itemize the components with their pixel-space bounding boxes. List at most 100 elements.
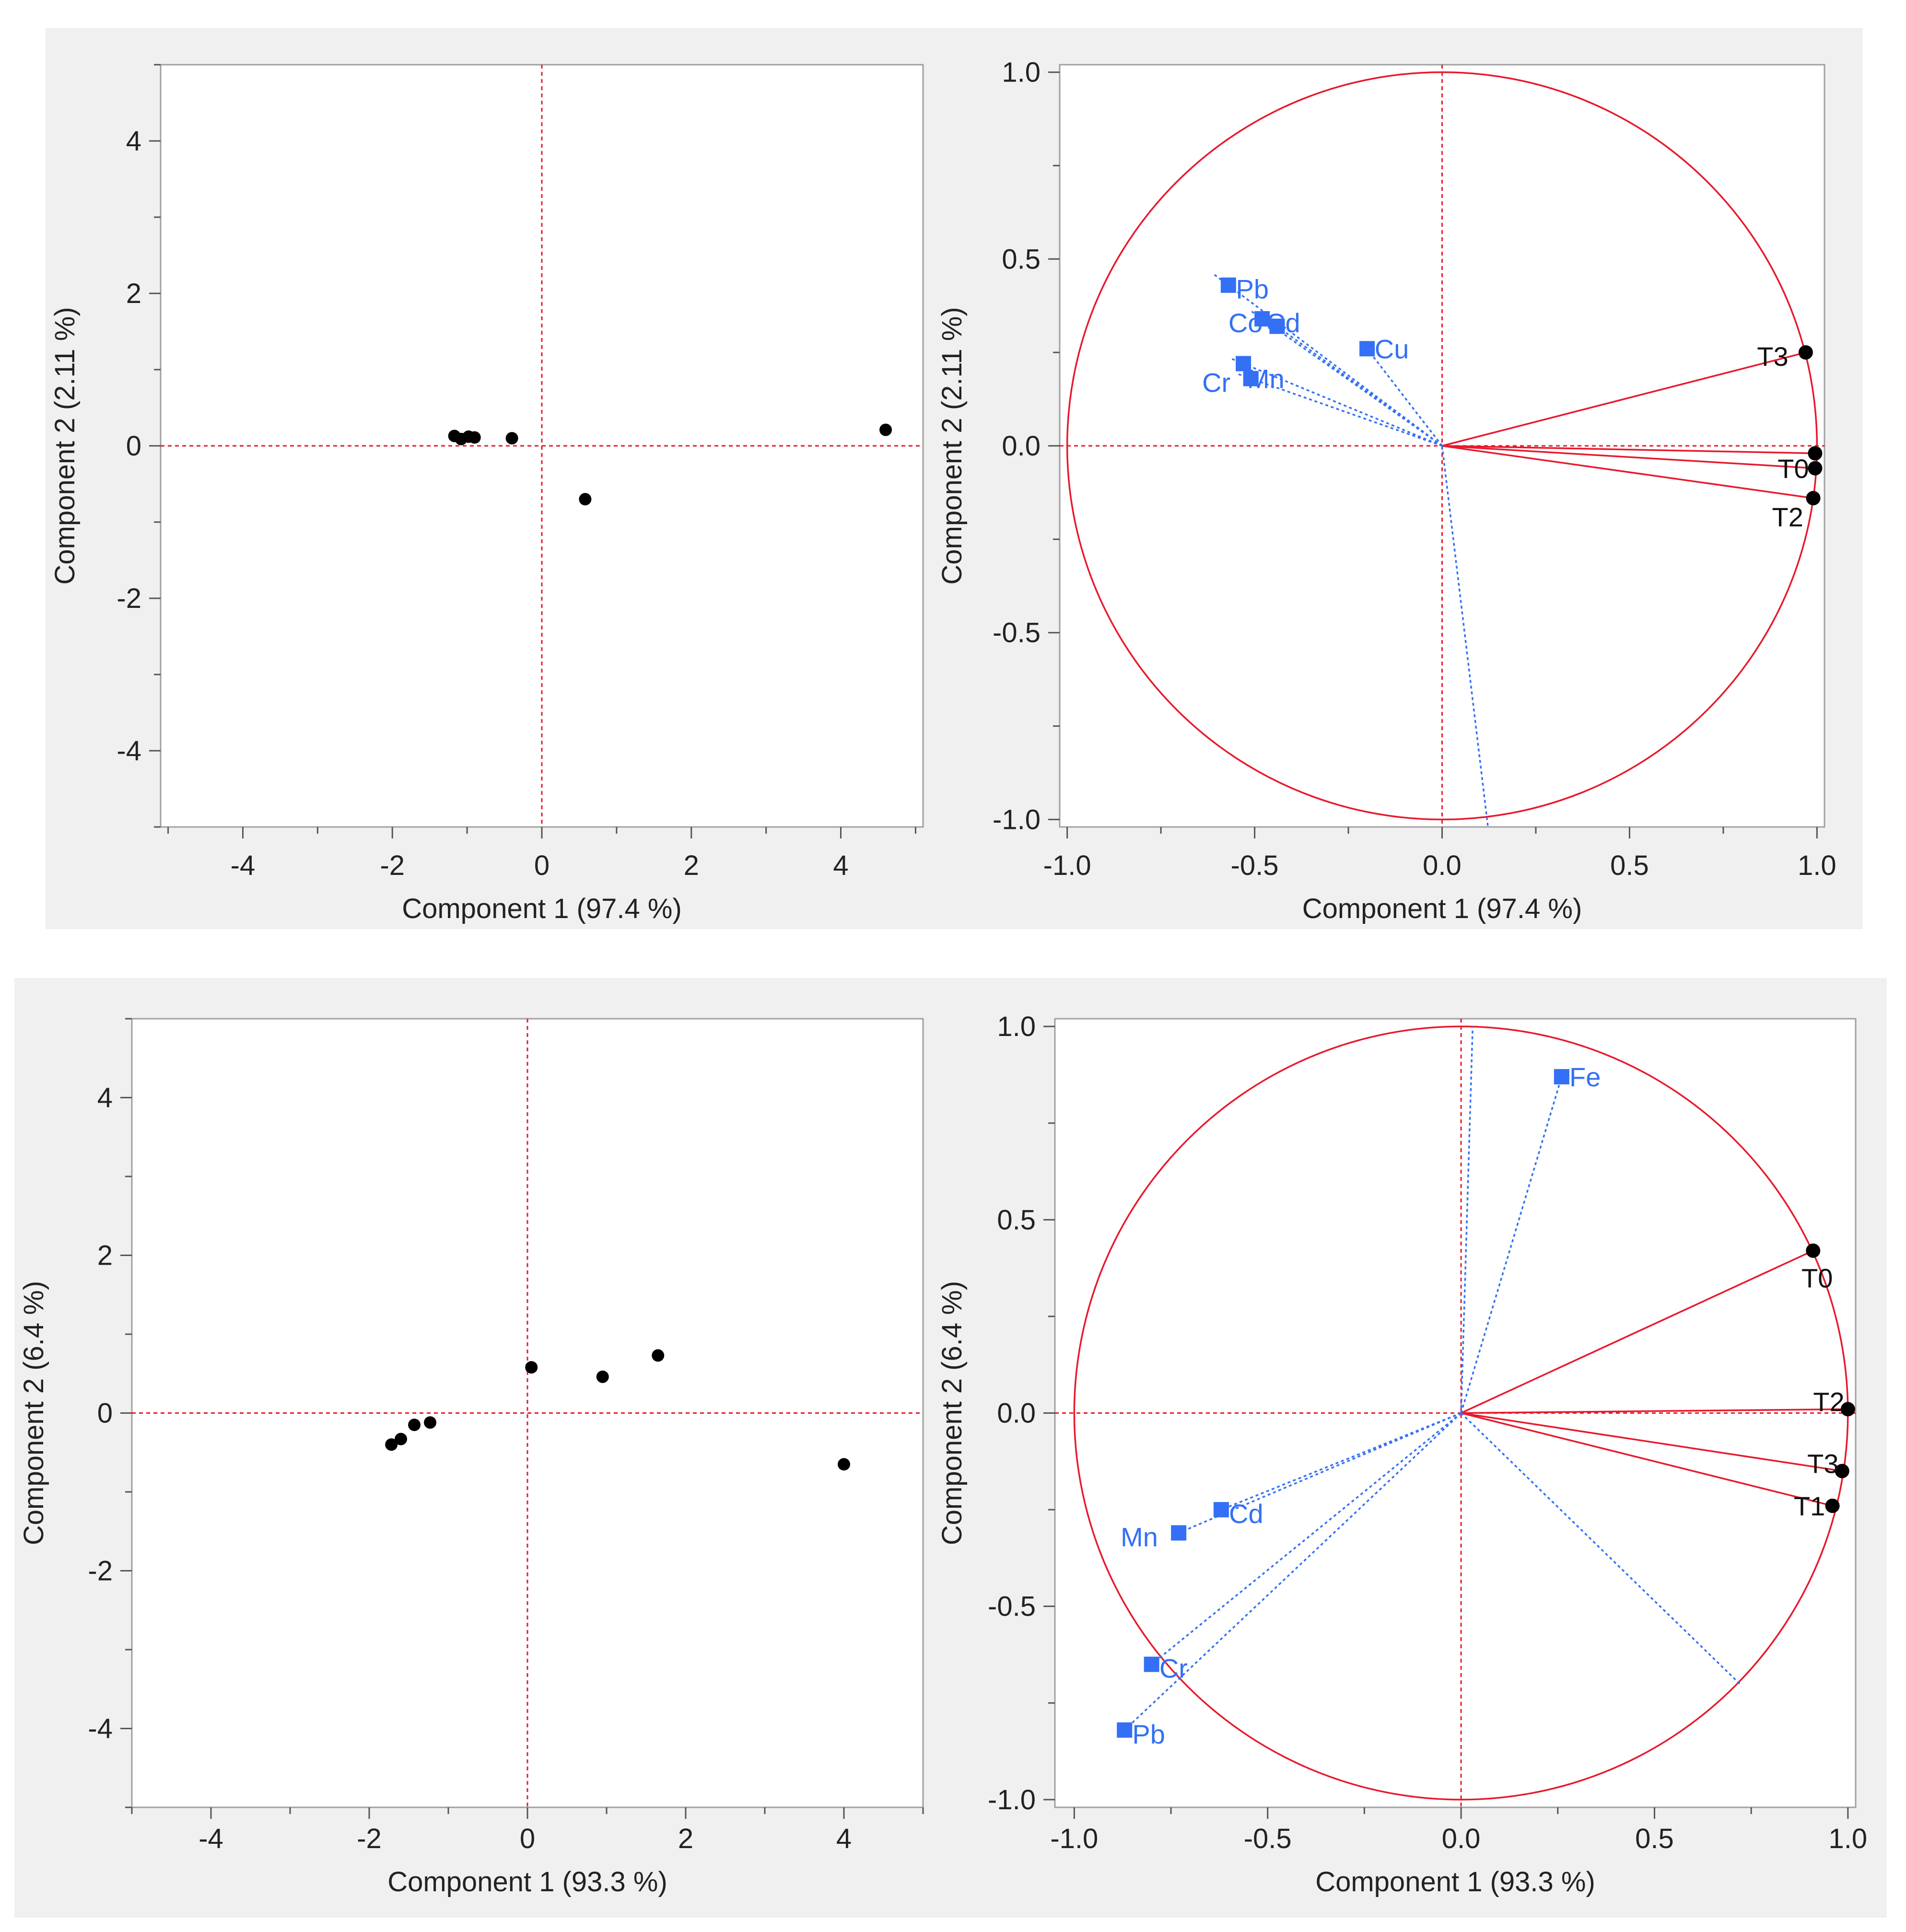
variable-marker — [1359, 341, 1375, 357]
plot-area — [1055, 1019, 1856, 1807]
sample-label: T2 — [1772, 502, 1803, 532]
variable-marker — [1236, 356, 1251, 372]
y-axis-title: Component 2 (6.4 %) — [18, 1281, 49, 1545]
variable-vector — [1229, 357, 1443, 447]
variable-vector — [1460, 1076, 1563, 1414]
x-tick-label: 1.0 — [1829, 1823, 1868, 1854]
x-tick-label: -1.0 — [1043, 850, 1091, 881]
sample-vector — [1442, 445, 1815, 454]
loading-plot-top: -1.0 -0.5 0.0 0.5 1.0 -1.0 -0.5 0.0 0.5 1.0 Compon… — [936, 57, 1836, 924]
sample-vector — [1442, 445, 1813, 499]
score-point — [385, 1438, 398, 1451]
y-tick-label: 1.0 — [997, 1011, 1036, 1042]
x-tick-label: -1.0 — [1050, 1823, 1098, 1854]
score-point — [408, 1419, 421, 1432]
sample-vector — [1442, 445, 1815, 469]
variable-label: Co — [1228, 308, 1263, 338]
variable-label: Fe — [1569, 1062, 1601, 1092]
y-tick-label: 0.0 — [997, 1398, 1036, 1429]
sample-label: T3 — [1757, 341, 1788, 372]
x-tick-label: 0.5 — [1610, 850, 1649, 881]
loading-plot-bottom: -1.0 -0.5 0.0 0.5 1.0 -1.0 -0.5 0.0 0.5 1.0 Compon… — [936, 1011, 1867, 1897]
sample-point — [1840, 1402, 1855, 1417]
variable-label: Cd — [1266, 308, 1300, 338]
variable-marker — [1171, 1525, 1187, 1541]
variable-label: Cr — [1159, 1653, 1188, 1684]
x-tick-label: -4 — [199, 1823, 223, 1854]
variable-label: Mn — [1247, 364, 1285, 394]
y-tick-label: 0 — [97, 1398, 113, 1429]
x-tick-label: 0 — [520, 1823, 535, 1854]
y-axis-title: Component 2 (6.4 %) — [936, 1281, 968, 1545]
sample-point — [1825, 1499, 1840, 1513]
variable-marker — [1117, 1722, 1133, 1738]
sample-vector — [1461, 1412, 1843, 1472]
variable-label: Cd — [1229, 1499, 1263, 1529]
y-tick-label: -2 — [88, 1556, 113, 1587]
x-tick-label: 4 — [836, 1823, 852, 1854]
x-tick-label: 0.5 — [1635, 1823, 1674, 1854]
variable-marker — [1554, 1069, 1569, 1084]
variable-vector — [1237, 373, 1443, 447]
x-axis-title: Component 1 (97.4 %) — [402, 893, 682, 924]
variable-vector — [1249, 309, 1443, 447]
y-tick-label: -0.5 — [988, 1591, 1036, 1622]
score-point — [424, 1416, 437, 1429]
x-tick-label: -0.5 — [1231, 850, 1279, 881]
y-tick-label: 4 — [126, 126, 141, 157]
plot-frame — [1054, 1018, 1857, 1808]
y-tick-label: -2 — [117, 583, 141, 614]
x-axis-title: Component 1 (93.3 %) — [1315, 1866, 1595, 1897]
score-point — [395, 1432, 407, 1445]
x-tick-label: 0 — [534, 850, 550, 881]
x-tick-label: -2 — [357, 1823, 382, 1854]
x-tick-label: 0.0 — [1442, 1823, 1481, 1854]
score-point — [879, 423, 892, 436]
variable-label: Cu — [1375, 334, 1409, 364]
variable-vector — [1460, 1026, 1474, 1413]
x-axis-title: Component 1 (93.3 %) — [387, 1866, 667, 1897]
x-tick-label: 2 — [684, 850, 699, 881]
score-point — [505, 432, 518, 445]
y-tick-label: -1.0 — [988, 1784, 1036, 1816]
y-axis-title: Component 2 (2.11 %) — [936, 307, 968, 584]
x-tick-label: 0.0 — [1423, 850, 1462, 881]
variable-vector — [1178, 1412, 1462, 1534]
sample-vector — [1461, 1408, 1848, 1414]
variable-vector — [1361, 341, 1443, 447]
sample-point — [1808, 446, 1823, 461]
sample-point — [1835, 1464, 1849, 1478]
y-tick-label: -4 — [88, 1713, 113, 1745]
variable-marker — [1144, 1656, 1159, 1672]
x-axis-title: Component 1 (97.4 %) — [1302, 893, 1582, 924]
x-tick-label: 2 — [678, 1823, 693, 1854]
score-point — [838, 1458, 850, 1471]
sample-label: T0 — [1777, 454, 1809, 484]
x-tick-label: -4 — [231, 850, 256, 881]
y-tick-label: 0.5 — [1002, 244, 1041, 275]
y-tick-label: 4 — [97, 1082, 113, 1114]
sample-point — [1806, 1243, 1821, 1258]
score-point — [652, 1349, 665, 1362]
y-axis-title: Component 2 (2.11 %) — [49, 307, 81, 584]
sample-label: T3 — [1807, 1448, 1838, 1478]
plot-area — [1060, 65, 1824, 827]
sample-label: T1 — [1794, 1491, 1825, 1521]
variable-label: Cr — [1202, 368, 1230, 398]
score-point — [468, 431, 481, 444]
y-tick-label: -1.0 — [993, 804, 1041, 835]
x-tick-label: -0.5 — [1244, 1823, 1292, 1854]
y-tick-label: -0.5 — [993, 617, 1041, 649]
plot-area — [161, 65, 923, 827]
x-tick-label: -2 — [380, 850, 405, 881]
score-plot-bottom: -4 -2 0 2 4 -4 -2 0 2 4 Component 1 (93.3 %) Compon… — [18, 1018, 924, 1897]
sample-point — [1808, 461, 1823, 476]
score-point — [596, 1370, 609, 1383]
variable-vector — [1441, 445, 1489, 827]
variable-marker — [1254, 311, 1270, 326]
x-tick-label: 1.0 — [1798, 850, 1836, 881]
variable-label: Mn — [1121, 1522, 1158, 1552]
variable-marker — [1243, 371, 1259, 386]
sample-label: T0 — [1801, 1263, 1833, 1293]
